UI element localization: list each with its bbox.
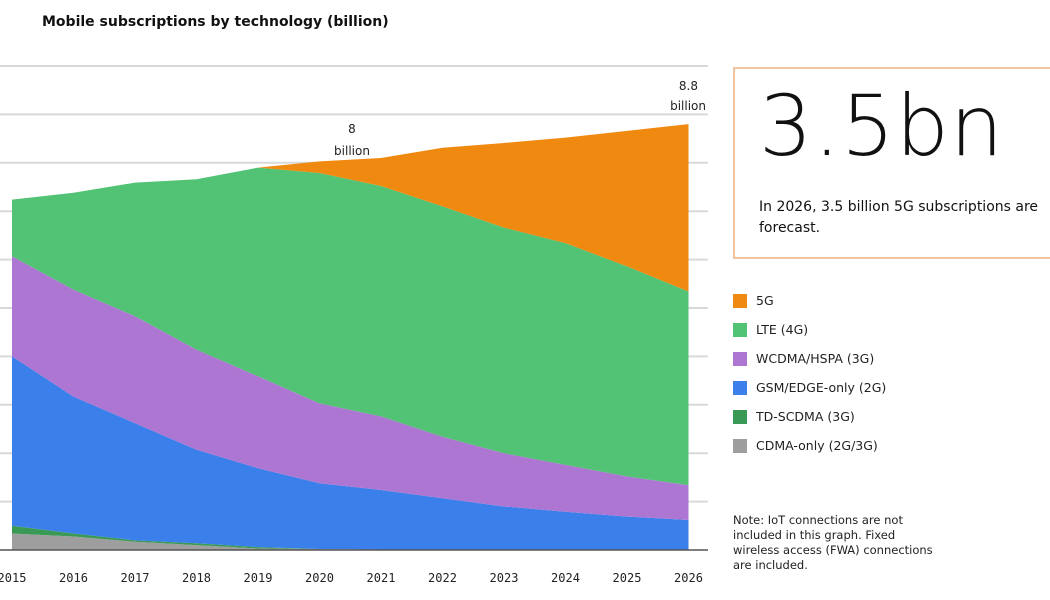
x-tick-label: 2019 (244, 571, 273, 585)
callout-box: 3.5bn In 2026, 3.5 billion 5G subscripti… (733, 67, 1050, 259)
legend-item-cdma: CDMA-only (2G/3G) (733, 431, 886, 460)
area-gsm-edge-only-2g- (12, 356, 689, 550)
footnote: Note: IoT connections are not included i… (733, 513, 933, 572)
x-tick-label: 2015 (0, 571, 26, 585)
x-tick-label: 2017 (121, 571, 150, 585)
x-tick-label: 2023 (490, 571, 519, 585)
legend-label: WCDMA/HSPA (3G) (756, 351, 875, 366)
legend-item-gsm: GSM/EDGE-only (2G) (733, 373, 886, 402)
callout-value: 3.5bn (759, 77, 1005, 175)
area-td-scdma-3g- (12, 525, 689, 550)
chart-title: Mobile subscriptions by technology (bill… (42, 14, 389, 30)
total-annotation-unit: billion (334, 144, 370, 158)
area-5g (12, 124, 689, 292)
legend-swatch (733, 438, 747, 453)
x-tick-label: 2025 (613, 571, 642, 585)
legend-swatch (733, 293, 747, 308)
total-annotation-unit: billion (670, 99, 706, 113)
total-annotation-value: 8 (348, 122, 356, 136)
legend-label: GSM/EDGE-only (2G) (756, 380, 887, 395)
legend-label: 5G (756, 293, 774, 308)
legend-label: CDMA-only (2G/3G) (756, 438, 878, 453)
callout-text: In 2026, 3.5 billion 5G subscriptions ar… (759, 199, 1039, 236)
x-tick-label: 2024 (551, 571, 580, 585)
area-cdma-only-2g-3g- (12, 533, 689, 550)
area-wcdma-hspa-3g- (12, 256, 689, 520)
legend-item-td-scdma: TD-SCDMA (3G) (733, 402, 886, 431)
legend-item-wcdma: WCDMA/HSPA (3G) (733, 344, 886, 373)
x-tick-label: 2021 (367, 571, 396, 585)
legend-swatch (733, 351, 747, 366)
legend-swatch (733, 322, 747, 337)
legend-swatch (733, 380, 747, 395)
legend-swatch (733, 409, 747, 424)
legend-item-5g: 5G (733, 286, 886, 315)
total-annotation-value: 8.8 (679, 79, 698, 93)
area-lte-4g- (12, 167, 689, 486)
x-tick-label: 2016 (59, 571, 88, 585)
legend: 5G LTE (4G) WCDMA/HSPA (3G) GSM/EDGE-onl… (733, 286, 886, 460)
legend-label: LTE (4G) (756, 322, 809, 337)
stacked-area-chart: 2015 2016 2017 2018 2019 2020 2021 2022 2023 2024… (0, 65, 708, 585)
x-tick-label: 2020 (305, 571, 334, 585)
x-tick-label: 2018 (182, 571, 211, 585)
x-tick-label: 2026 (674, 571, 703, 585)
legend-item-lte: LTE (4G) (733, 315, 886, 344)
x-tick-label: 2022 (428, 571, 457, 585)
legend-label: TD-SCDMA (3G) (756, 409, 855, 424)
